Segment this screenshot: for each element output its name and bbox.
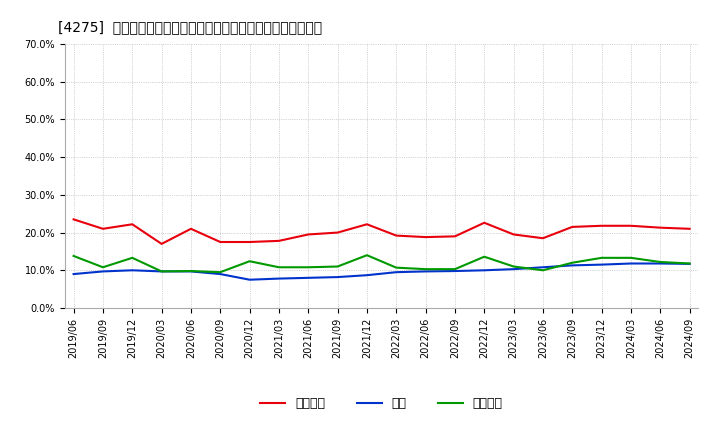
在庫 — [69, 271, 78, 277]
買入債務 — [392, 265, 400, 270]
買入債務 — [598, 255, 606, 260]
売上債権 — [216, 239, 225, 245]
在庫 — [128, 268, 137, 273]
買入債務 — [626, 255, 635, 260]
買入債務 — [69, 253, 78, 259]
買入債務 — [99, 264, 107, 270]
在庫 — [598, 262, 606, 267]
在庫 — [216, 271, 225, 277]
買入債務 — [480, 254, 489, 259]
売上債権 — [509, 232, 518, 237]
買入債務 — [157, 269, 166, 274]
売上債権 — [274, 238, 283, 243]
在庫 — [421, 269, 430, 274]
買入債務 — [363, 253, 372, 258]
売上債権 — [656, 225, 665, 230]
売上債権 — [99, 226, 107, 231]
売上債権 — [157, 241, 166, 246]
Line: 売上債権: 売上債権 — [73, 220, 690, 244]
在庫 — [246, 277, 254, 282]
売上債権 — [421, 235, 430, 240]
売上債権 — [626, 223, 635, 228]
在庫 — [626, 261, 635, 266]
在庫 — [685, 261, 694, 267]
売上債権 — [685, 226, 694, 231]
買入債務 — [246, 259, 254, 264]
買入債務 — [216, 270, 225, 275]
買入債務 — [451, 267, 459, 272]
在庫 — [99, 269, 107, 274]
買入債務 — [333, 264, 342, 269]
在庫 — [186, 269, 195, 274]
Line: 買入債務: 買入債務 — [73, 255, 690, 272]
買入債務 — [274, 264, 283, 270]
買入債務 — [421, 267, 430, 272]
在庫 — [157, 269, 166, 274]
在庫 — [392, 270, 400, 275]
在庫 — [333, 275, 342, 280]
売上債権 — [304, 232, 312, 237]
在庫 — [274, 276, 283, 281]
在庫 — [363, 272, 372, 278]
Legend: 売上債権, 在庫, 買入債務: 売上債権, 在庫, 買入債務 — [256, 392, 508, 415]
在庫 — [568, 263, 577, 268]
売上債権 — [186, 226, 195, 231]
買入債務 — [304, 264, 312, 270]
買入債務 — [128, 255, 137, 260]
売上債権 — [333, 230, 342, 235]
買入債務 — [656, 259, 665, 264]
買入債務 — [568, 260, 577, 265]
売上債権 — [451, 234, 459, 239]
Line: 在庫: 在庫 — [73, 264, 690, 280]
売上債権 — [480, 220, 489, 225]
売上債権 — [128, 222, 137, 227]
売上債権 — [598, 223, 606, 228]
売上債権 — [539, 235, 547, 241]
在庫 — [304, 275, 312, 280]
売上債権 — [246, 239, 254, 245]
売上債権 — [568, 224, 577, 230]
買入債務 — [509, 264, 518, 269]
Text: [4275]  売上債権、在庫、買入債務の総資産に対する比率の推移: [4275] 売上債権、在庫、買入債務の総資産に対する比率の推移 — [58, 20, 322, 34]
買入債務 — [685, 261, 694, 266]
在庫 — [656, 261, 665, 266]
在庫 — [509, 267, 518, 272]
売上債権 — [69, 217, 78, 222]
売上債権 — [392, 233, 400, 238]
買入債務 — [186, 268, 195, 274]
売上債権 — [363, 222, 372, 227]
在庫 — [480, 268, 489, 273]
在庫 — [539, 264, 547, 270]
買入債務 — [539, 268, 547, 273]
在庫 — [451, 268, 459, 274]
